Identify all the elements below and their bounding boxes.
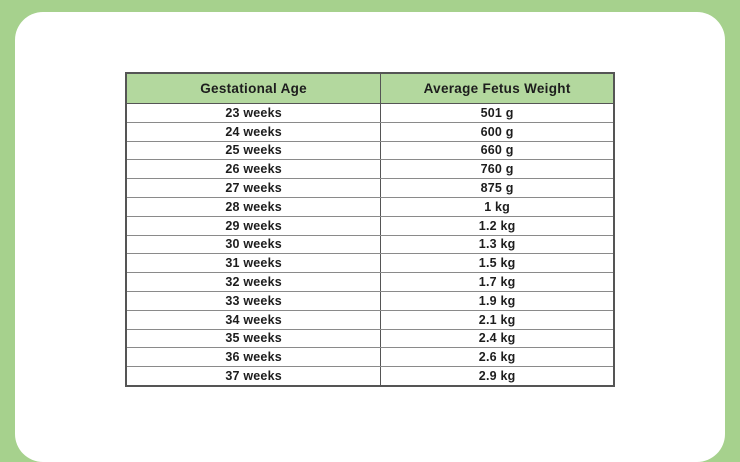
gestational-age-cell: 23 weeks [125,103,382,123]
gestational-age-cell: 37 weeks [125,366,382,387]
gestational-age-cell: 29 weeks [125,215,382,236]
table-row: 31 weeks 1.5 kg [125,253,615,274]
gestational-age-cell: 28 weeks [125,196,382,217]
table-row: 34 weeks 2.1 kg [125,309,615,330]
table-row: 23 weeks 501 g [125,103,615,123]
fetus-weight-table: Gestational Age Average Fetus Weight 23 … [125,72,615,387]
fetus-weight-cell: 660 g [380,140,615,161]
gestational-age-cell: 24 weeks [125,121,382,142]
fetus-weight-cell: 1.5 kg [380,253,615,274]
white-card: Gestational Age Average Fetus Weight 23 … [15,12,725,462]
table-row: 33 weeks 1.9 kg [125,290,615,311]
fetus-weight-cell: 1 kg [380,196,615,217]
fetus-weight-cell: 1.2 kg [380,215,615,236]
column-header-gestational-age: Gestational Age [125,72,382,104]
gestational-age-cell: 34 weeks [125,309,382,330]
gestational-age-cell: 31 weeks [125,253,382,274]
gestational-age-cell: 32 weeks [125,272,382,292]
table-body: 23 weeks 501 g 24 weeks 600 g 25 weeks 6… [125,103,615,387]
fetus-weight-cell: 760 g [380,159,615,180]
gestational-age-cell: 36 weeks [125,347,382,368]
table-row: 24 weeks 600 g [125,121,615,142]
table-header-row: Gestational Age Average Fetus Weight [125,72,615,104]
table-row: 35 weeks 2.4 kg [125,328,615,349]
table-row: 25 weeks 660 g [125,140,615,161]
fetus-weight-cell: 2.4 kg [380,328,615,349]
fetus-weight-cell: 1.7 kg [380,272,615,292]
fetus-weight-cell: 2.9 kg [380,366,615,387]
fetus-weight-cell: 875 g [380,178,615,198]
gestational-age-cell: 35 weeks [125,328,382,349]
table-row: 32 weeks 1.7 kg [125,272,615,292]
column-header-average-fetus-weight: Average Fetus Weight [380,72,615,104]
fetus-weight-cell: 1.3 kg [380,234,615,255]
fetus-weight-cell: 600 g [380,121,615,142]
fetus-weight-cell: 2.6 kg [380,347,615,368]
table-row: 29 weeks 1.2 kg [125,215,615,236]
fetus-weight-cell: 1.9 kg [380,290,615,311]
fetus-weight-cell: 2.1 kg [380,309,615,330]
table-row: 27 weeks 875 g [125,178,615,198]
gestational-age-cell: 33 weeks [125,290,382,311]
table-row: 28 weeks 1 kg [125,196,615,217]
table-row: 36 weeks 2.6 kg [125,347,615,368]
gestational-age-cell: 25 weeks [125,140,382,161]
table-row: 37 weeks 2.9 kg [125,366,615,387]
gestational-age-cell: 30 weeks [125,234,382,255]
fetus-weight-cell: 501 g [380,103,615,123]
gestational-age-cell: 27 weeks [125,178,382,198]
gestational-age-cell: 26 weeks [125,159,382,180]
table-row: 30 weeks 1.3 kg [125,234,615,255]
table-row: 26 weeks 760 g [125,159,615,180]
